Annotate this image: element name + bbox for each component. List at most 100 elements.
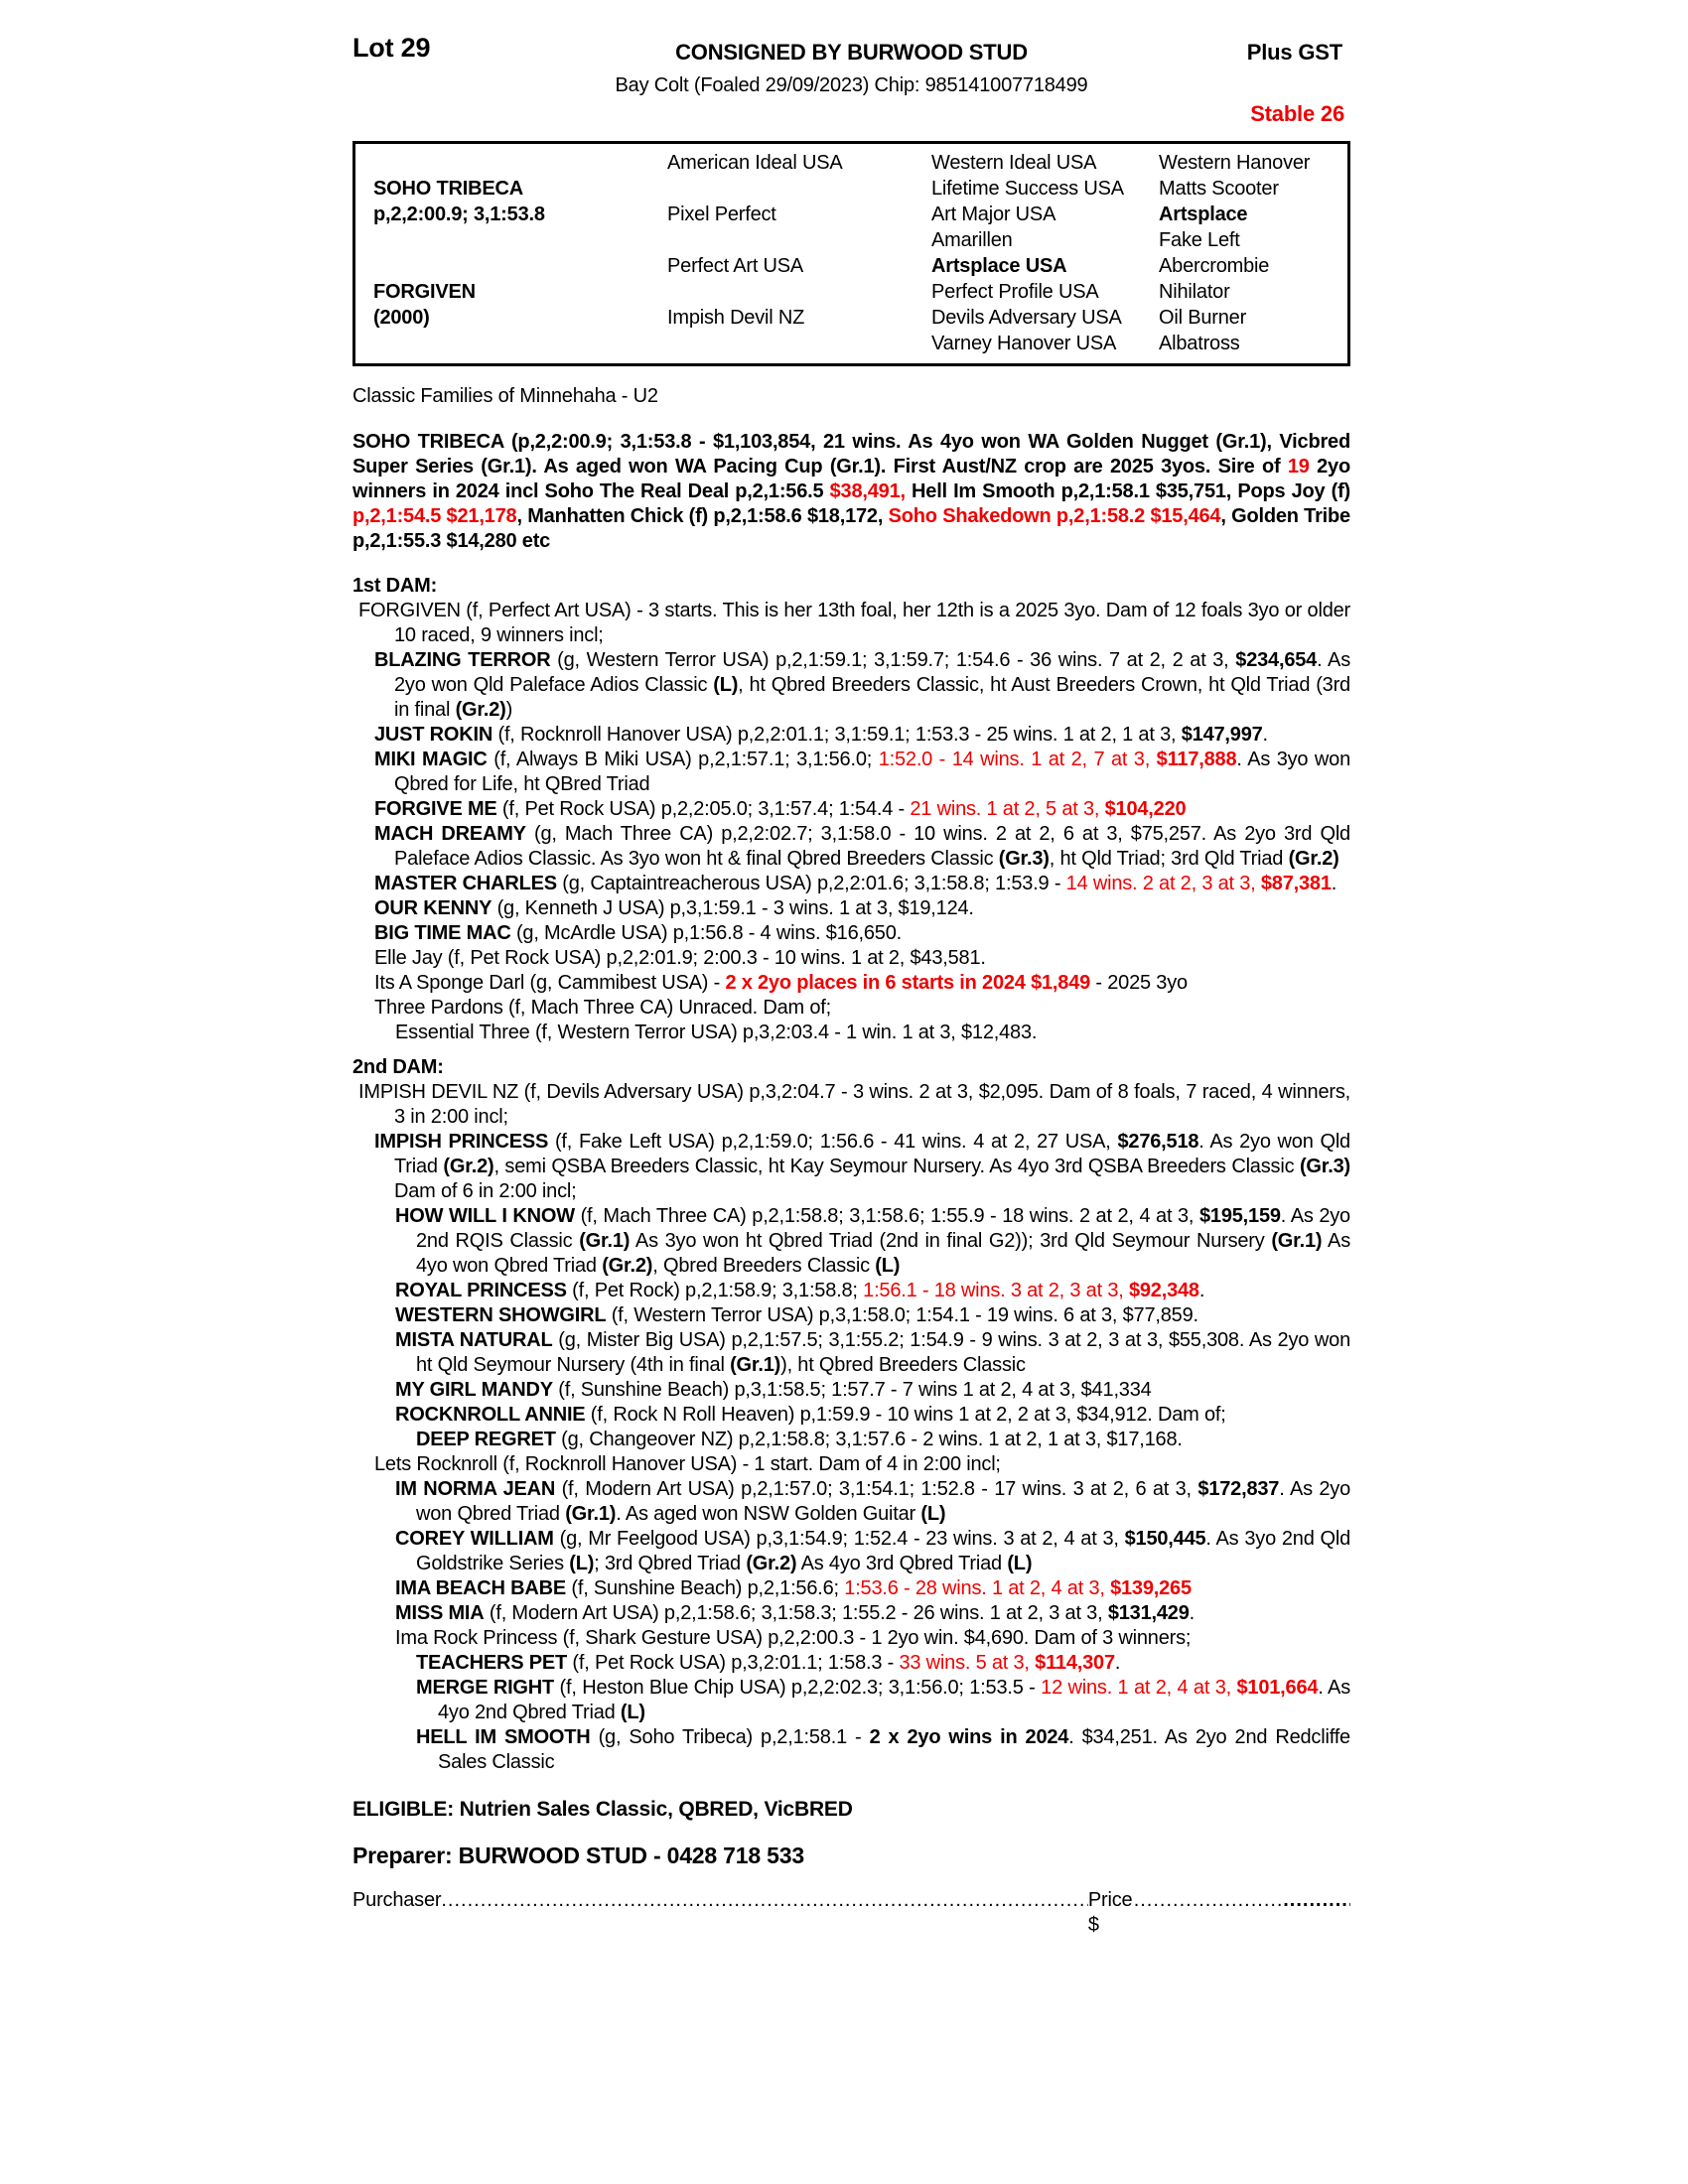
text-segment: (Gr.1) xyxy=(1271,1230,1323,1252)
text-segment: MACH DREAMY xyxy=(374,823,526,845)
produce-entry: Elle Jay (f, Pet Rock USA) p,2,2:01.9; 2… xyxy=(352,946,1350,971)
text-segment: 2yo winners in 2024 incl Soho The Real D… xyxy=(352,456,1350,502)
pedigree-cell: Western Hanover xyxy=(1159,152,1311,174)
text-segment: MIKI MAGIC xyxy=(374,749,488,770)
text-segment: $101,664 xyxy=(1236,1677,1319,1699)
text-segment: , semi QSBA Breeders Classic, ht Kay Sey… xyxy=(493,1156,1300,1177)
text-segment: Ima Rock Princess (f, Shark Gesture USA)… xyxy=(395,1627,1192,1649)
text-segment: (L) xyxy=(875,1255,901,1277)
pedigree-cell: Varney Hanover USA xyxy=(931,333,1117,354)
pedigree-cell: Western Ideal USA xyxy=(931,152,1097,174)
text-segment: . As 2yo won Qbred Triad xyxy=(416,1478,1351,1525)
produce-entry: Three Pardons (f, Mach Three CA) Unraced… xyxy=(352,996,1350,1021)
text-segment: BLAZING TERROR xyxy=(374,649,551,671)
pedigree-table: SOHO TRIBECA p,2,2:00.9; 3,1:53.8 FORGIV… xyxy=(352,141,1350,366)
produce-entry: ROYAL PRINCESS (f, Pet Rock) p,2,1:58.9;… xyxy=(352,1279,1350,1303)
text-segment: TEACHERS PET xyxy=(416,1652,568,1674)
purchaser-price-line: Purchaser ..............................… xyxy=(352,1888,1350,1938)
pedigree-cell: Perfect Profile USA xyxy=(931,281,1099,303)
pedigree-cell: Abercrombie xyxy=(1159,255,1270,277)
produce-entry: Ima Rock Princess (f, Shark Gesture USA)… xyxy=(352,1626,1350,1651)
dam-year: (2000) xyxy=(373,307,430,329)
text-segment: HOW WILL I KNOW xyxy=(395,1205,575,1227)
text-segment: (L) xyxy=(620,1702,645,1723)
text-segment: $92,348 xyxy=(1128,1280,1199,1301)
text-segment: MERGE RIGHT xyxy=(416,1677,555,1699)
pedigree-cell: Perfect Art USA xyxy=(667,255,804,277)
text-segment: (g, Captaintreacherous USA) p,2,2:01.6; … xyxy=(556,873,1066,894)
spacer xyxy=(373,253,667,279)
text-segment: (g, Mr Feelgood USA) p,3,1:54.9; 1:52.4 … xyxy=(553,1528,1125,1550)
text-segment: Soho Shakedown p,2,1:58.2 $15,464 xyxy=(888,505,1221,527)
text-segment: . As 2yo won Qld Paleface Adios Classic xyxy=(394,649,1350,696)
text-segment: . As 3yo won Qbred for Life, ht QBred Tr… xyxy=(394,749,1351,795)
purchaser-dotted-line: ........................................… xyxy=(441,1889,1088,1911)
pedigree-cell: Matts Scooter xyxy=(1159,178,1279,200)
text-segment: ), ht Qbred Breeders Classic xyxy=(780,1354,1026,1376)
produce-entry: HELL IM SMOOTH (g, Soho Tribeca) p,2,1:5… xyxy=(352,1725,1350,1775)
text-segment: $139,265 xyxy=(1110,1577,1192,1599)
second-dam-entries: IMPISH DEVIL NZ (f, Devils Adversary USA… xyxy=(352,1080,1350,1775)
text-segment: , ht Qld Triad; 3rd Qld Triad xyxy=(1049,848,1289,870)
page-content: Lot 29 CONSIGNED BY BURWOOD STUD Plus GS… xyxy=(352,35,1351,1938)
text-segment: IMA BEACH BABE xyxy=(395,1577,567,1599)
header-row: Lot 29 CONSIGNED BY BURWOOD STUD Plus GS… xyxy=(352,35,1350,73)
produce-entry: IMA BEACH BABE (f, Sunshine Beach) p,2,1… xyxy=(352,1576,1350,1601)
text-segment: DEEP REGRET xyxy=(416,1429,556,1450)
text-segment: IMPISH PRINCESS xyxy=(374,1131,549,1153)
text-segment: ) xyxy=(505,699,513,721)
produce-entry: WESTERN SHOWGIRL (f, Western Terror USA)… xyxy=(352,1303,1350,1328)
text-segment: $195,159 xyxy=(1198,1205,1281,1227)
text-segment: . xyxy=(1331,873,1337,894)
text-segment: (f, Western Terror USA) p,3,1:58.0; 1:54… xyxy=(606,1304,1198,1326)
text-segment: $131,429 xyxy=(1107,1602,1190,1624)
produce-entry: MASTER CHARLES (g, Captaintreacherous US… xyxy=(352,872,1350,896)
text-segment: . As 3yo 2nd Qld Goldstrike Series xyxy=(416,1528,1351,1574)
text-segment: (f, Modern Art USA) p,2,1:57.0; 3,1:54.1… xyxy=(555,1478,1198,1500)
text-segment: (f, Sunshine Beach) p,2,1:56.6; xyxy=(566,1577,845,1599)
text-segment: WESTERN SHOWGIRL xyxy=(395,1304,607,1326)
pedigree-cell: Nihilator xyxy=(1159,281,1230,303)
text-segment: ; 3rd Qbred Triad xyxy=(594,1553,747,1574)
text-segment: 21 wins. 1 at 2, 5 at 3, xyxy=(910,798,1105,820)
plus-gst-note: Plus GST xyxy=(1246,40,1342,65)
text-segment: COREY WILLIAM xyxy=(395,1528,554,1550)
text-segment: . xyxy=(1114,1652,1121,1674)
sire-record: p,2,2:00.9; 3,1:53.8 xyxy=(373,204,545,225)
pedigree-cell: Impish Devil NZ xyxy=(667,307,805,329)
text-segment: IMPISH DEVIL NZ (f, Devils Adversary USA… xyxy=(358,1081,1350,1128)
text-segment: $117,888 xyxy=(1156,749,1237,770)
pedigree-gen3-column: Western Ideal USA Lifetime Success USA Art… xyxy=(931,150,1159,356)
text-segment: MISTA NATURAL xyxy=(395,1329,553,1351)
text-segment: . As aged won NSW Golden Guitar xyxy=(616,1503,921,1525)
produce-entry: Essential Three (f, Western Terror USA) … xyxy=(352,1021,1350,1045)
pedigree-cell: Pixel Perfect xyxy=(667,204,776,225)
family-classification: Classic Families of Minnehaha - U2 xyxy=(352,385,658,407)
text-segment: (g, Western Terror USA) p,2,1:59.1; 3,1:… xyxy=(550,649,1236,671)
text-segment: (Gr.2) xyxy=(1288,848,1339,870)
text-segment: $38,491, xyxy=(829,480,906,502)
pedigree-gen2-column: American Ideal USA Pixel Perfect Perfect A… xyxy=(667,150,931,356)
text-segment: (f, Sunshine Beach) p,3,1:58.5; 1:57.7 -… xyxy=(552,1379,1152,1401)
text-segment: (Gr.1) xyxy=(579,1230,631,1252)
pedigree-cell: Albatross xyxy=(1159,333,1240,354)
preparer-line: Preparer: BURWOOD STUD - 0428 718 533 xyxy=(352,1843,804,1868)
dam-name: FORGIVEN xyxy=(373,281,476,303)
produce-entry: BLAZING TERROR (g, Western Terror USA) p… xyxy=(352,648,1350,723)
text-segment: - 2025 3yo xyxy=(1090,972,1188,994)
pedigree-cell: Lifetime Success USA xyxy=(931,178,1124,200)
text-segment: BIG TIME MAC xyxy=(374,922,511,944)
produce-entry: FORGIVE ME (f, Pet Rock USA) p,2,2:05.0;… xyxy=(352,797,1350,822)
text-segment: . As 2yo 2nd RQIS Classic xyxy=(416,1205,1350,1252)
text-segment: 1:52.0 - 14 wins. 1 at 2, 7 at 3, xyxy=(878,749,1157,770)
text-segment: (f, Modern Art USA) p,2,1:58.6; 3,1:58.3… xyxy=(484,1602,1108,1624)
text-segment: . As 2yo won Qld Triad xyxy=(394,1131,1350,1177)
text-segment: (f, Pet Rock USA) p,3,2:01.1; 1:58.3 - xyxy=(567,1652,900,1674)
first-dam-heading: 1st DAM: xyxy=(352,575,438,597)
pedigree-cell: Amarillen xyxy=(931,229,1013,251)
spacer xyxy=(373,150,667,176)
purchaser-label: Purchaser xyxy=(352,1889,442,1911)
text-segment: (f, Fake Left USA) p,2,1:59.0; 1:56.6 - … xyxy=(548,1131,1118,1153)
sire-name: SOHO TRIBECA xyxy=(373,178,523,200)
consigned-title: CONSIGNED BY BURWOOD STUD xyxy=(675,40,1028,65)
